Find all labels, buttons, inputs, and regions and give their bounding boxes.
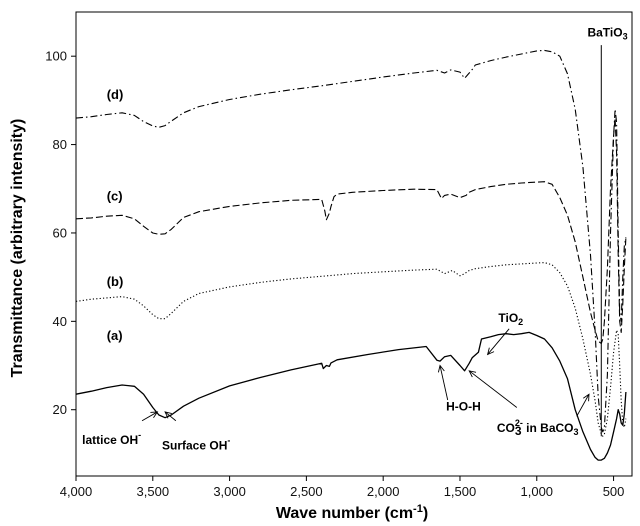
series-line-b <box>75 262 627 437</box>
y-tick-label: 80 <box>53 137 67 152</box>
arrow-head <box>583 393 590 402</box>
series-label: (d) <box>107 87 124 102</box>
arrow-head <box>468 370 477 378</box>
plot-axes: 4,000 3,500 3,000 2,500 2,000 1,500 1,000 500 20… <box>45 11 633 499</box>
series-label: (c) <box>107 189 123 204</box>
y-tick-label: 20 <box>53 402 67 417</box>
series-line-c <box>75 117 627 344</box>
y-tick-label: 60 <box>53 225 67 240</box>
annotation-arrow <box>487 328 510 355</box>
series-label: (b) <box>107 274 124 289</box>
arrow-head <box>437 364 445 373</box>
arrow-head <box>486 347 495 356</box>
annotation-arrow <box>576 394 590 417</box>
y-tick-label: 100 <box>45 49 67 64</box>
y-axis-title: Transmittance (arbitrary intensity) <box>9 119 26 378</box>
x-tick-label: 2,000 <box>367 484 400 499</box>
x-tick-label: 1,000 <box>521 484 554 499</box>
arrow-head <box>164 411 172 419</box>
y-tick-label: 40 <box>53 314 67 329</box>
plot-annotations: (a) (b) (c) (d) BaTiO3 TiO2 H-O-H CO2- in BaCO3… <box>82 25 627 452</box>
batio3-label: BaTiO3 <box>587 25 627 41</box>
annotation-arrow <box>164 411 177 422</box>
series-label: (a) <box>107 328 123 343</box>
series-line-d <box>75 49 627 433</box>
surface-oh-label: Surface OH- <box>162 435 230 452</box>
arrow-head <box>150 411 159 418</box>
tio2-label: TiO2 <box>498 311 523 327</box>
hoh-label: H-O-H <box>446 400 481 414</box>
annotation-arrow <box>141 411 158 422</box>
x-tick-label: 2,500 <box>290 484 323 499</box>
x-tick-label: 3,500 <box>137 484 170 499</box>
x-tick-label: 4,000 <box>60 484 93 499</box>
co3-subscript: 3 <box>515 424 522 438</box>
annotation-arrow <box>439 365 449 401</box>
plot-frame <box>75 11 633 477</box>
plot-series <box>75 49 627 461</box>
series-line-a <box>75 331 627 461</box>
lattice-oh-label: lattice OH- <box>82 430 141 447</box>
x-tick-label: 500 <box>603 484 625 499</box>
x-axis-title: Wave number (cm-1) <box>276 503 428 522</box>
x-tick-label: 3,000 <box>213 484 246 499</box>
annotation-arrow <box>468 370 518 408</box>
x-tick-label: 1,500 <box>444 484 477 499</box>
co3-label: CO2- in BaCO3 <box>497 418 579 437</box>
